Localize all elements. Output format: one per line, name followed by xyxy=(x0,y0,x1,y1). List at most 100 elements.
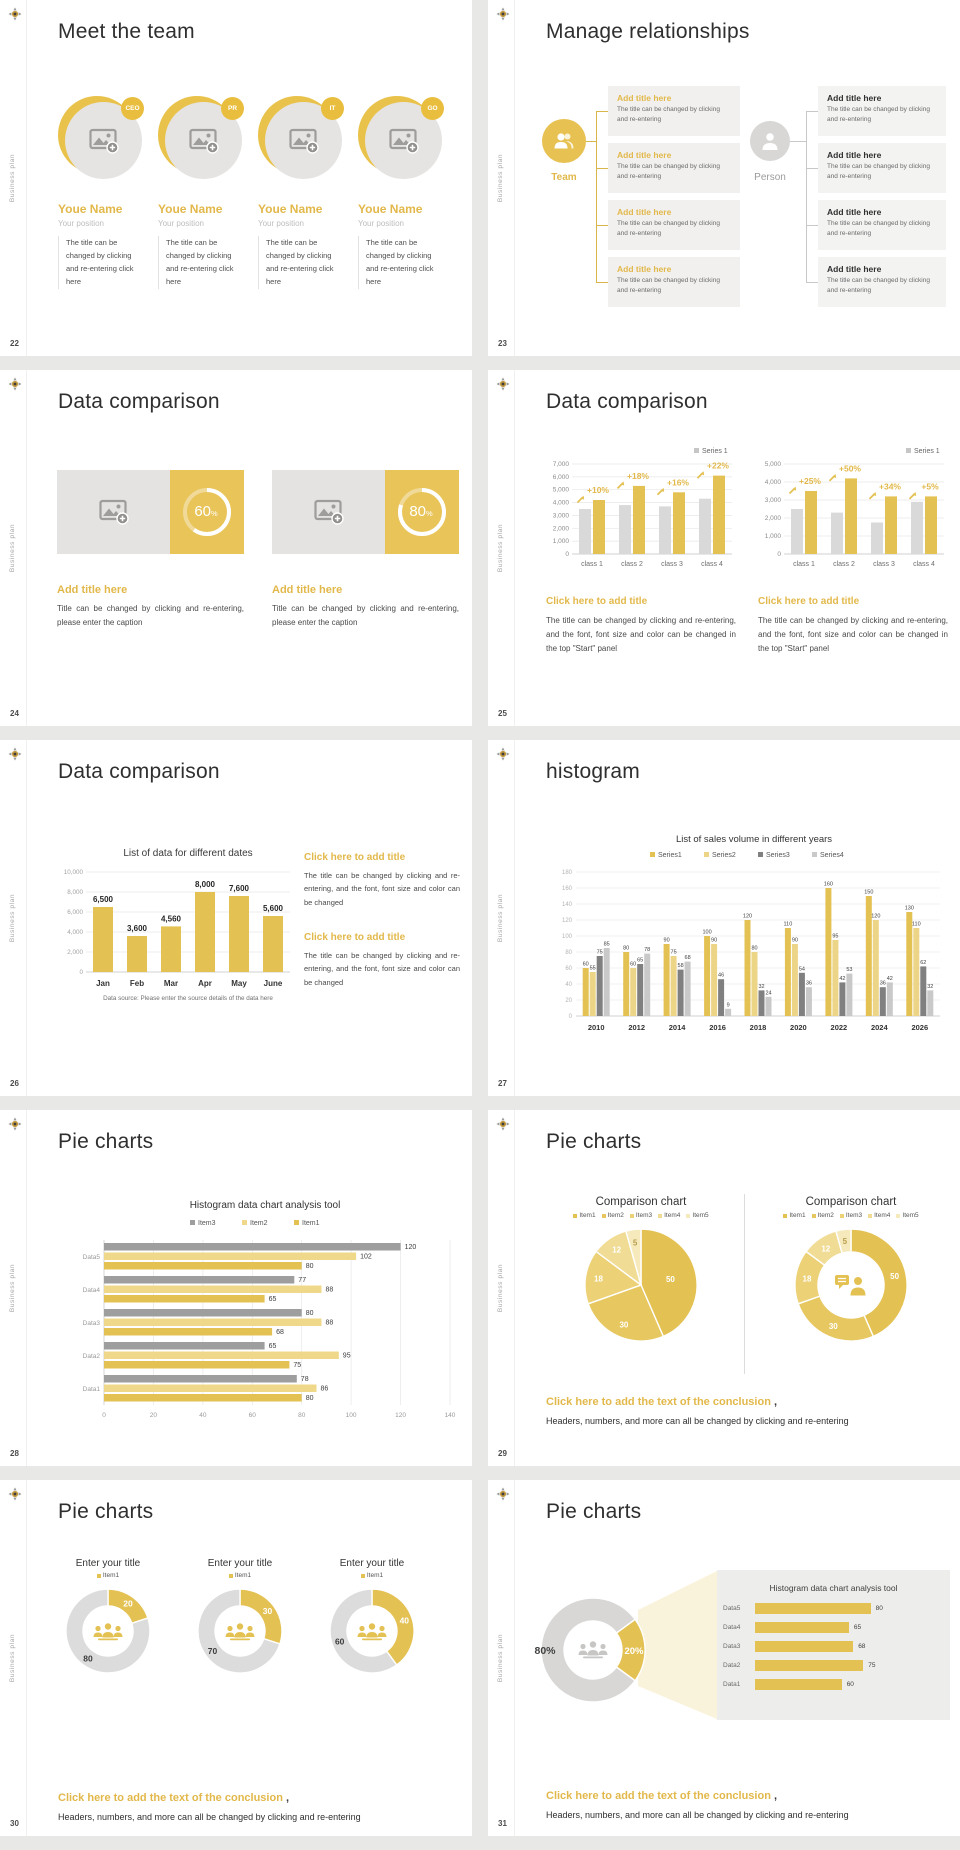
slide-22-thumbnail[interactable]: Business plan Meet the team CEO Youe Name… xyxy=(0,0,472,356)
horizontal-bar-chart: Histogram data chart analysis tool Item3 I… xyxy=(83,1200,456,1419)
svg-text:0: 0 xyxy=(777,551,781,558)
logo-icon xyxy=(496,1487,510,1501)
svg-text:+50%: +50% xyxy=(839,463,861,473)
image-area xyxy=(272,470,385,554)
people-group-icon xyxy=(93,1623,123,1641)
svg-text:40: 40 xyxy=(565,982,572,988)
slide-body: Series 1 7,000 6,000 5,000 4,000 3,000 2,000 1,… xyxy=(488,370,960,726)
page-number: 31 xyxy=(498,1819,507,1828)
panel-bar xyxy=(755,1679,842,1690)
slide-28-thumbnail[interactable]: Business plan Pie charts Histogram data ch… xyxy=(0,1110,472,1466)
grouped-column-chart: Series 1 7,000 6,000 5,000 4,000 3,000 2,000 1,… xyxy=(553,448,732,568)
svg-text:4,000: 4,000 xyxy=(553,500,570,507)
svg-text:40: 40 xyxy=(199,1412,207,1419)
panel-value: 60 xyxy=(846,1681,854,1688)
slide-body: List of data for different dates 10,000 8,… xyxy=(0,740,472,1096)
panel-bar xyxy=(755,1660,864,1671)
svg-text:78: 78 xyxy=(301,1376,309,1383)
svg-text:0: 0 xyxy=(79,969,83,976)
conclusion: Click here to add the text of the conclu… xyxy=(546,1392,942,1426)
avatar: IT xyxy=(258,96,344,180)
donut-beam-graphic: 80% 20% xyxy=(534,1571,717,1719)
svg-text:9: 9 xyxy=(727,1002,730,1008)
slide-27-thumbnail[interactable]: Business plan histogram List of sales volu… xyxy=(488,740,960,1096)
svg-text:65: 65 xyxy=(269,1296,277,1303)
card-caption: Title can be changed by clicking and re-… xyxy=(272,604,459,628)
svg-text:Jan: Jan xyxy=(96,979,110,988)
slide-24-thumbnail[interactable]: Business plan Data comparison 60% Add tit… xyxy=(0,370,472,726)
people-group-icon xyxy=(225,1623,255,1641)
svg-text:1,000: 1,000 xyxy=(765,533,782,540)
svg-text:120: 120 xyxy=(405,1244,417,1251)
svg-text:24: 24 xyxy=(765,990,771,996)
svg-text:80: 80 xyxy=(298,1412,306,1419)
svg-text:class 2: class 2 xyxy=(621,561,643,568)
svg-text:18: 18 xyxy=(803,1274,812,1283)
panel-category: Data2 xyxy=(723,1662,741,1669)
conclusion-heading: Click here to add the text of the conclu… xyxy=(546,1396,771,1408)
chart-legend: Item1 xyxy=(310,1572,434,1579)
page-title: histogram xyxy=(546,760,641,783)
svg-text:+18%: +18% xyxy=(627,471,649,481)
page-number: 28 xyxy=(10,1449,19,1458)
slide-30-thumbnail[interactable]: Business plan Pie charts Enter your title… xyxy=(0,1480,472,1836)
svg-text:10,000: 10,000 xyxy=(64,869,84,876)
percent-area: 80% xyxy=(385,470,459,554)
donut-chart-block: Comparison chart Item1 Item2 Item3 Item4 Item… xyxy=(746,1196,956,1350)
vertical-divider xyxy=(744,1194,745,1374)
svg-text:30: 30 xyxy=(619,1320,628,1329)
panel-value: 65 xyxy=(853,1624,862,1631)
svg-text:46: 46 xyxy=(718,973,724,979)
svg-text:40: 40 xyxy=(400,1616,410,1626)
slide-31-thumbnail[interactable]: Business plan Pie charts 80% 20% Histogram … xyxy=(488,1480,960,1836)
slide-26-thumbnail[interactable]: Business plan Data comparison List of data… xyxy=(0,740,472,1096)
conclusion-text: Headers, numbers, and more can all be ch… xyxy=(546,1416,849,1426)
comparison-card: 60% xyxy=(57,470,244,554)
svg-text:3,000: 3,000 xyxy=(765,497,782,504)
chart-block: Series 1 7,000 6,000 5,000 4,000 3,000 2,000 1,… xyxy=(542,442,738,597)
page-number: 26 xyxy=(10,1079,19,1088)
svg-text:3,600: 3,600 xyxy=(127,924,148,933)
person-item-box: Add title here The title can be changed … xyxy=(818,86,946,136)
panel-bar xyxy=(755,1622,849,1633)
item-text: The title can be changed by clicking and… xyxy=(827,277,930,295)
svg-text:Series4: Series4 xyxy=(820,852,844,859)
slide-23-thumbnail[interactable]: Business plan Manage relationships Team Ad… xyxy=(488,0,960,356)
logo-icon xyxy=(496,7,510,21)
item-title: Add title here xyxy=(617,150,672,160)
svg-text:86: 86 xyxy=(321,1386,329,1393)
svg-text:60: 60 xyxy=(583,962,589,968)
sidebar-divider xyxy=(514,1110,515,1466)
svg-text:May: May xyxy=(231,979,247,988)
page-title: Data comparison xyxy=(58,390,220,413)
svg-text:80: 80 xyxy=(751,946,757,952)
panel-title: Histogram data chart analysis tool xyxy=(769,1583,898,1593)
card-caption: Title can be changed by clicking and re-… xyxy=(57,604,244,628)
svg-text:60: 60 xyxy=(565,966,572,972)
panel-bar-row: Data2 75 xyxy=(723,1656,940,1675)
member-name: Youe Name xyxy=(158,202,223,216)
sidebar-divider xyxy=(26,1480,27,1836)
svg-text:0: 0 xyxy=(569,1014,573,1020)
slide-29-thumbnail[interactable]: Business plan Pie charts Comparison chart… xyxy=(488,1110,960,1466)
slide-25-thumbnail[interactable]: Business plan Data comparison Series 1 7,00… xyxy=(488,370,960,726)
image-placeholder-icon xyxy=(88,128,119,154)
growth-arrow-icon xyxy=(656,487,665,496)
svg-text:5: 5 xyxy=(633,1238,638,1247)
svg-text:110: 110 xyxy=(912,922,921,928)
block-text: The title can be changed by clicking and… xyxy=(546,616,736,654)
svg-text:class 4: class 4 xyxy=(913,561,935,568)
avatar: PR xyxy=(158,96,244,180)
svg-text:102: 102 xyxy=(360,1254,372,1261)
chart-block: Series 1 5,000 4,000 3,000 2,000 1,000 0 class … xyxy=(754,442,950,597)
svg-text:7,600: 7,600 xyxy=(229,884,250,893)
conclusion: Click here to add the text of the conclu… xyxy=(546,1786,942,1820)
team-item-box: Add title here The title can be changed … xyxy=(608,86,740,136)
svg-text:58: 58 xyxy=(678,963,684,969)
logo-icon xyxy=(8,377,22,391)
svg-text:50: 50 xyxy=(666,1275,675,1284)
svg-text:100: 100 xyxy=(703,930,712,936)
svg-text:110: 110 xyxy=(784,922,793,928)
panel-category: Data3 xyxy=(723,1643,741,1650)
